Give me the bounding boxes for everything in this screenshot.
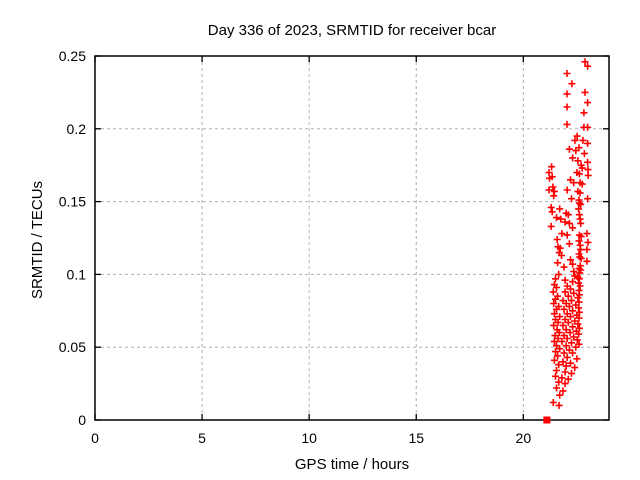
gridlines bbox=[95, 56, 609, 420]
tick-labels: 0 5 10 15 20 0 0.05 0.1 0.15 0.2 0.25 bbox=[59, 48, 532, 446]
x-tick-label: 15 bbox=[408, 430, 424, 446]
x-tick-label: 0 bbox=[91, 430, 99, 446]
plot-border-and-ticks bbox=[94, 55, 610, 421]
series-plus-markers bbox=[545, 58, 592, 409]
y-tick-label: 0.05 bbox=[59, 339, 86, 355]
data-points bbox=[543, 58, 592, 424]
series-square-marker bbox=[543, 416, 551, 424]
x-tick-label: 5 bbox=[198, 430, 206, 446]
y-tick-label: 0.1 bbox=[67, 266, 87, 282]
y-tick-label: 0.25 bbox=[59, 48, 86, 64]
y-axis-label: SRMTID / TECUs bbox=[29, 181, 46, 299]
y-tick-label: 0.2 bbox=[67, 121, 87, 137]
x-axis-label: GPS time / hours bbox=[295, 456, 409, 473]
y-tick-label: 0 bbox=[78, 412, 86, 428]
y-tick-label: 0.15 bbox=[59, 194, 86, 210]
plot-border bbox=[94, 55, 610, 421]
chart-title: Day 336 of 2023, SRMTID for receiver bca… bbox=[208, 22, 496, 39]
x-tick-label: 20 bbox=[516, 430, 532, 446]
x-tick-label: 10 bbox=[301, 430, 317, 446]
